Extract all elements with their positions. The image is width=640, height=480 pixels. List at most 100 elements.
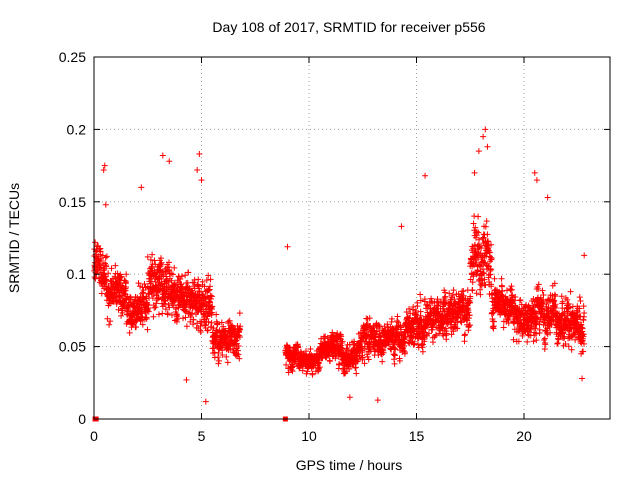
data-point <box>139 321 146 328</box>
data-point <box>162 306 169 313</box>
data-point <box>127 293 134 300</box>
data-point <box>536 326 543 333</box>
data-point <box>101 162 108 169</box>
data-point <box>215 349 222 356</box>
x-axis-label: GPS time / hours <box>296 457 403 473</box>
data-point <box>166 158 173 165</box>
data-point <box>289 363 296 370</box>
data-point <box>422 172 429 179</box>
data-point <box>183 323 190 330</box>
x-tick-label: 0 <box>90 428 98 444</box>
data-point <box>236 355 243 362</box>
data-point <box>139 290 146 297</box>
data-point <box>237 323 244 330</box>
x-tick-label: 5 <box>198 428 206 444</box>
data-point <box>428 295 435 302</box>
data-point <box>419 341 426 348</box>
data-point <box>123 271 130 278</box>
data-point <box>163 285 170 292</box>
data-point <box>581 252 588 259</box>
data-point <box>461 338 468 345</box>
data-point <box>353 370 360 377</box>
data-point <box>477 291 484 298</box>
data-point <box>225 318 232 325</box>
data-point <box>206 283 213 290</box>
data-point <box>141 280 148 287</box>
data-point <box>310 362 317 369</box>
data-point <box>218 319 225 326</box>
data-point <box>168 312 175 319</box>
data-point <box>207 299 214 306</box>
data-point <box>234 347 241 354</box>
data-point <box>567 288 574 295</box>
data-point <box>151 304 158 311</box>
data-point <box>480 133 487 140</box>
data-point <box>211 349 218 356</box>
data-point <box>216 357 223 364</box>
data-point <box>155 311 162 318</box>
data-point <box>185 269 192 276</box>
data-point <box>181 292 188 299</box>
data-point <box>201 283 208 290</box>
data-point <box>202 398 209 405</box>
data-point <box>189 290 196 297</box>
data-point <box>443 336 450 343</box>
data-point <box>579 375 586 382</box>
data-point <box>135 280 142 287</box>
data-point <box>417 308 424 315</box>
data-point <box>482 126 489 133</box>
data-point <box>166 266 173 273</box>
x-tick-label: 10 <box>301 428 317 444</box>
data-point <box>144 301 151 308</box>
data-point <box>159 152 166 159</box>
data-point <box>475 148 482 155</box>
data-point <box>346 394 353 401</box>
data-point <box>138 313 145 320</box>
data-point <box>229 345 236 352</box>
data-point <box>307 345 314 352</box>
data-point <box>106 321 113 328</box>
data-point <box>462 331 469 338</box>
data-point <box>171 280 178 287</box>
data-point <box>97 248 104 255</box>
data-point <box>235 351 242 358</box>
data-point <box>471 169 478 176</box>
data-point <box>491 275 498 282</box>
data-point <box>391 360 398 367</box>
data-point <box>205 272 212 279</box>
data-point <box>544 194 551 201</box>
data-point <box>159 310 166 317</box>
data-point <box>531 169 538 176</box>
data-point <box>475 213 482 220</box>
data-point <box>158 259 165 266</box>
data-point <box>155 294 162 301</box>
data-point <box>517 296 524 303</box>
data-point <box>174 315 181 322</box>
data-point <box>196 151 203 158</box>
data-point <box>209 309 216 316</box>
data-point <box>398 223 405 230</box>
data-points <box>91 126 588 422</box>
data-point <box>198 320 205 327</box>
data-point <box>145 302 152 309</box>
data-point <box>581 310 588 317</box>
data-point <box>183 376 190 383</box>
data-point <box>143 315 150 322</box>
grid-lines <box>94 57 610 419</box>
data-point <box>554 340 561 347</box>
data-point <box>112 262 119 269</box>
data-point <box>171 264 178 271</box>
data-point <box>182 272 189 279</box>
data-point <box>429 339 436 346</box>
data-point <box>198 177 205 184</box>
data-point <box>103 263 110 270</box>
y-tick-label: 0.05 <box>59 339 86 355</box>
data-point <box>100 166 107 173</box>
data-point <box>365 356 372 363</box>
data-point <box>283 361 290 368</box>
data-point <box>197 323 204 330</box>
chart-title: Day 108 of 2017, SRMTID for receiver p55… <box>212 19 485 35</box>
data-point <box>394 313 401 320</box>
data-point <box>205 287 212 294</box>
